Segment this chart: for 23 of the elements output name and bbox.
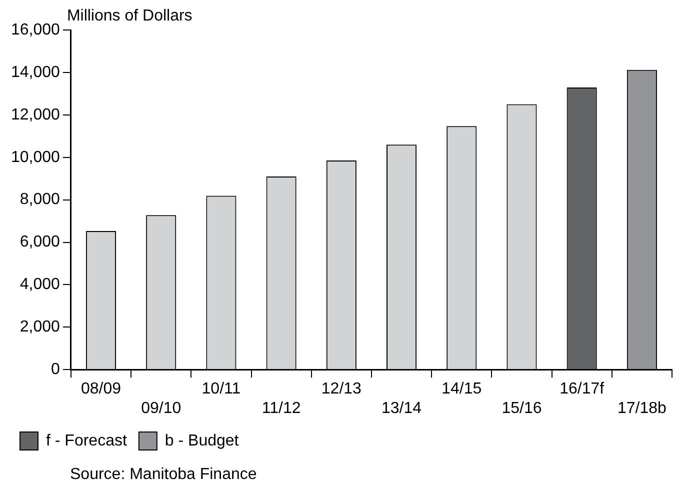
y-tick-label: 8,000 [20,191,60,208]
y-tick-label: 4,000 [20,276,60,294]
x-tick-label: 13/14 [382,400,422,417]
x-tick-label: 16/17f [560,380,605,398]
y-tick-label: 6,000 [20,234,60,251]
x-tick-label: 15/16 [502,400,542,417]
x-tick-label: 14/15 [442,380,482,398]
y-tick-label: 2,000 [20,318,60,336]
y-tick-label: 10,000 [11,148,60,166]
legend-label: b - Budget [164,432,240,450]
y-tick-label: 0 [51,361,60,378]
x-tick-label: 17/18b [617,400,667,417]
y-tick-label: 14,000 [11,64,60,81]
x-tick-label: 08/09 [80,380,122,398]
y-tick-label: 16,000 [11,21,60,38]
x-tick-label: 09/10 [141,400,182,417]
legend-label: f - Forecast [46,432,128,450]
x-tick-label: 11/12 [262,400,301,417]
source-note: Source: Manitoba Finance [70,466,257,484]
y-axis-title: Millions of Dollars [66,7,192,24]
x-tick-label: 12/13 [321,380,362,398]
y-tick-label: 12,000 [11,106,60,124]
x-tick-label: 10/11 [202,380,241,398]
